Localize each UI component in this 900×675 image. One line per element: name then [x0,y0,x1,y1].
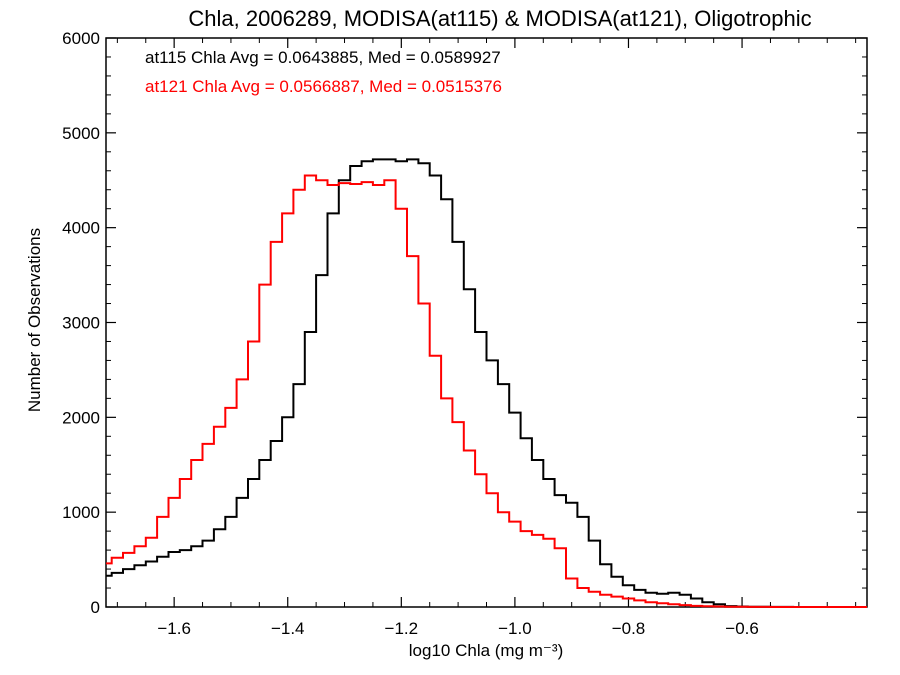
x-tick-label: −1.6 [157,619,191,638]
y-axis-label: Number of Observations [25,228,44,412]
x-axis-label: log10 Chla (mg m⁻³) [409,641,563,660]
chart-title: Chla, 2006289, MODISA(at115) & MODISA(at… [188,6,811,31]
y-tick-label: 5000 [62,124,100,143]
annotation-at115: at115 Chla Avg = 0.0643885, Med = 0.0589… [145,48,501,67]
y-tick-label: 3000 [62,314,100,333]
y-tick-label: 1000 [62,503,100,522]
x-tick-label: −1.0 [498,619,532,638]
x-tick-label: −1.2 [385,619,419,638]
series-at115-line [106,158,867,608]
y-tick-label: 0 [91,598,100,617]
plot-axes [105,37,868,608]
tick-labels: −1.6 −1.4 −1.2 −1.0 −0.8 −0.6 0 1000 2000 3000 400… [62,29,759,638]
x-tick-label: −1.4 [271,619,305,638]
y-tick-label: 6000 [62,29,100,48]
series-layer [106,158,867,608]
y-tick-label: 2000 [62,408,100,427]
y-tick-label: 4000 [62,219,100,238]
annotation-at121: at121 Chla Avg = 0.0566887, Med = 0.0515… [145,77,502,96]
x-tick-label: −0.8 [612,619,646,638]
plot-frame [105,37,868,608]
x-tick-label: −0.6 [725,619,759,638]
series-at121-line [106,174,867,608]
